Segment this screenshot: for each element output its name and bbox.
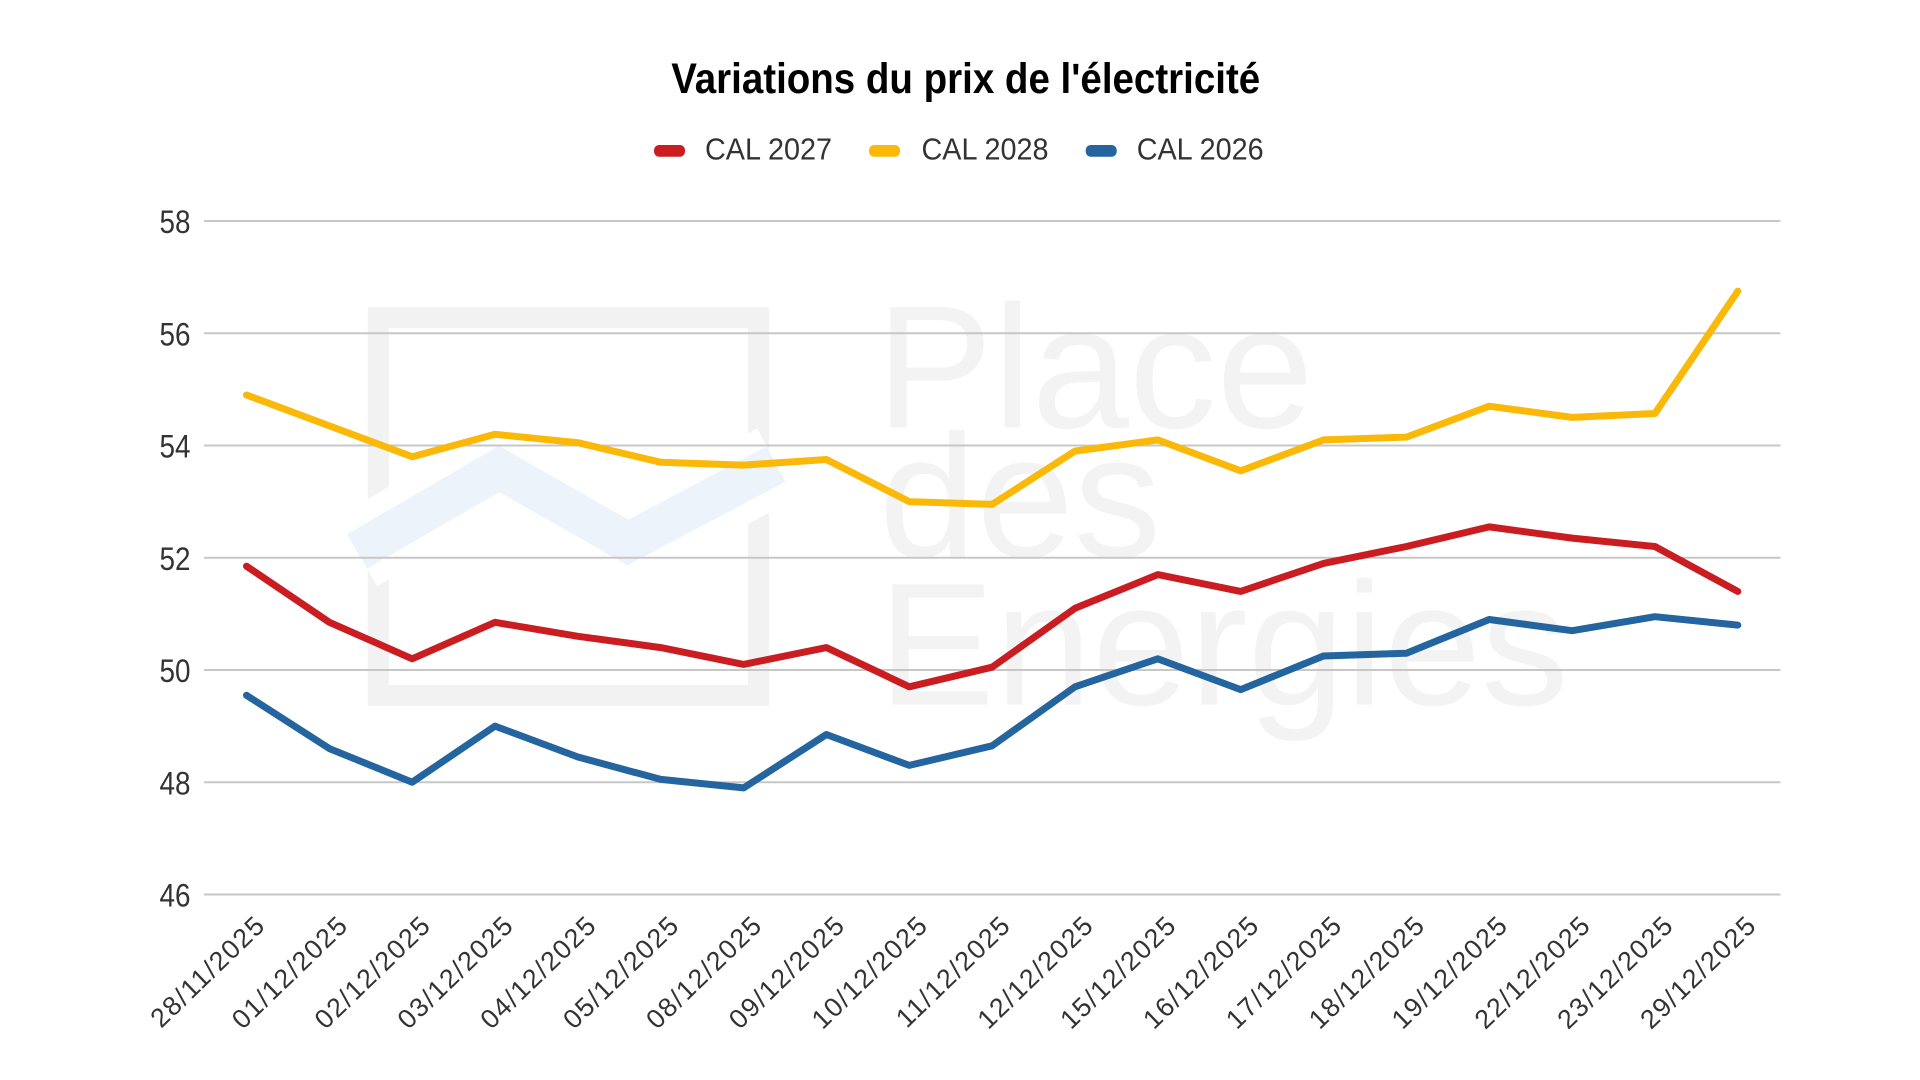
svg-text:58: 58 — [160, 204, 191, 240]
svg-text:46: 46 — [160, 878, 191, 914]
svg-text:des: des — [879, 400, 1161, 595]
svg-text:Variations du prix de l'électr: Variations du prix de l'électricité — [671, 55, 1260, 103]
svg-text:54: 54 — [160, 429, 191, 465]
svg-text:CAL 2027: CAL 2027 — [705, 132, 832, 167]
svg-text:CAL 2028: CAL 2028 — [922, 132, 1049, 167]
svg-text:Place: Place — [876, 271, 1314, 466]
svg-text:CAL 2026: CAL 2026 — [1137, 132, 1264, 167]
svg-text:50: 50 — [160, 653, 191, 689]
svg-text:48: 48 — [160, 766, 191, 802]
svg-text:52: 52 — [160, 541, 191, 577]
svg-text:Energies: Energies — [878, 548, 1569, 743]
svg-text:56: 56 — [160, 316, 191, 352]
